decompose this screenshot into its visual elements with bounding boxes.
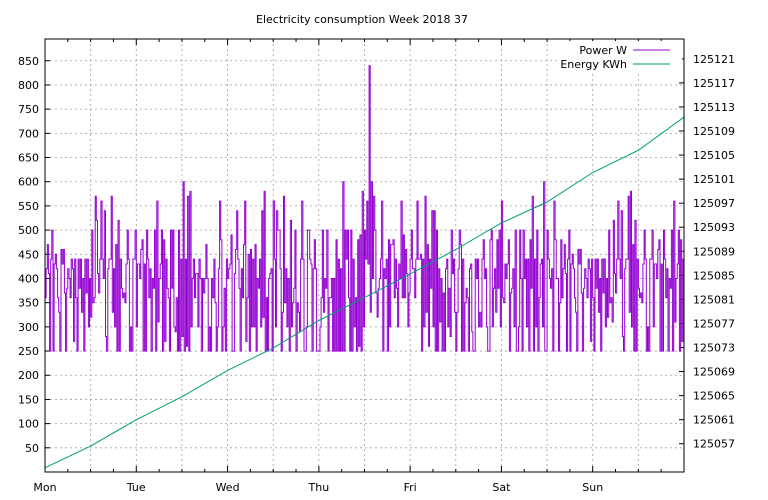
y-left-tick-label: 300 [18,321,39,334]
y-left-tick-label: 700 [18,127,39,140]
x-tick-label: Mon [33,481,56,494]
legend: Power W Energy KWh [560,41,682,73]
y-left-tick-label: 250 [18,345,39,358]
y-left-tick-label: 750 [18,103,39,116]
y-axis-left-ticks: 50 100 150 200 250 300 350 400 450 500 550 600 650 70… [18,55,50,455]
y-right-tick-label: 125109 [693,125,735,138]
y-right-tick-label: 125113 [693,101,735,114]
y-left-tick-label: 500 [18,224,39,237]
y-left-tick-label: 850 [18,55,39,68]
y-left-tick-label: 200 [18,369,39,382]
legend-label-power: Power W [579,44,627,57]
y-right-tick-label: 125061 [693,414,735,427]
y-right-tick-label: 125105 [693,149,735,162]
y-right-tick-label: 125101 [693,173,735,186]
y-right-tick-label: 125073 [693,342,735,355]
y-right-tick-label: 125057 [693,438,735,451]
y-left-tick-label: 50 [25,442,39,455]
legend-label-energy: Energy KWh [560,58,627,71]
y-left-tick-label: 350 [18,297,39,310]
y-right-tick-label: 125093 [693,221,735,234]
x-axis-ticks: Mon Tue Wed Thu Fri Sat Sun [33,39,685,494]
y-right-tick-label: 125081 [693,293,735,306]
x-tick-label: Thu [308,481,330,494]
y-left-tick-label: 450 [18,248,39,261]
legend-background [560,41,682,73]
y-left-tick-label: 800 [18,79,39,92]
y-left-tick-label: 650 [18,152,39,165]
y-right-tick-label: 125065 [693,390,735,403]
y-right-tick-label: 125077 [693,317,735,330]
plot-frame [44,38,685,473]
series-energy-kwh [44,116,685,469]
x-tick-label: Wed [216,481,240,494]
y-left-tick-label: 100 [18,418,39,431]
series-layer [44,65,685,469]
y-left-tick-label: 550 [18,200,39,213]
y-left-tick-label: 150 [18,393,39,406]
x-tick-label: Sat [492,481,511,494]
y-left-tick-label: 400 [18,272,39,285]
y-left-tick-label: 600 [18,176,39,189]
y-right-tick-label: 125097 [693,197,735,210]
series-power-w [45,65,684,352]
x-tick-label: Fri [404,481,417,494]
y-right-tick-label: 125121 [693,53,735,66]
x-tick-label: Sun [582,481,603,494]
y-axis-right-ticks: 125057 125061 125065 125069 125073 125077 1250… [679,53,735,451]
y-right-tick-label: 125069 [693,366,735,379]
chart-title: Electricity consumption Week 2018 37 [256,13,468,26]
y-right-tick-label: 125085 [693,269,735,282]
x-tick-label: Tue [126,481,146,494]
y-right-tick-label: 125089 [693,245,735,258]
y-right-tick-label: 125117 [693,77,735,90]
